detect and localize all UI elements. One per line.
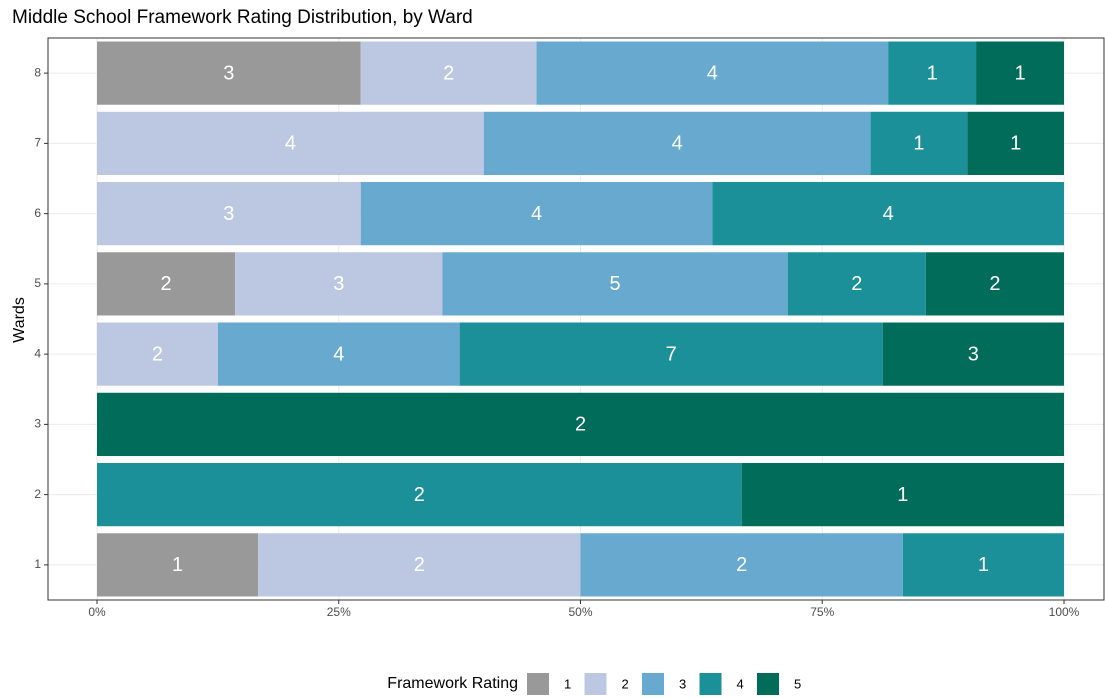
x-tick-label: 50%: [568, 605, 592, 619]
bar-segment: [360, 182, 713, 246]
legend-key: [699, 673, 722, 695]
bar-segment: [483, 111, 871, 175]
bar-label: 3: [333, 273, 344, 295]
bar-segment: [97, 533, 259, 597]
bar-segment: [870, 111, 968, 175]
legend-label: 4: [737, 676, 744, 691]
bar-label: 4: [707, 62, 718, 84]
bar-label: 7: [666, 343, 677, 365]
bar-segment: [97, 111, 484, 175]
bar-label: 1: [1010, 133, 1021, 155]
legend-key: [527, 673, 549, 695]
y-tick-label: 4: [34, 346, 41, 360]
bar-segment: [97, 392, 1064, 456]
bar-label: 1: [978, 554, 989, 576]
bar-segment: [967, 111, 1064, 175]
bar-label: 1: [172, 554, 183, 576]
bar-segment: [97, 41, 361, 105]
legend-label: 1: [564, 676, 571, 691]
bar-label: 2: [851, 273, 862, 295]
x-tick-label: 0%: [88, 605, 106, 619]
bar-label: 4: [285, 133, 296, 155]
y-tick-label: 8: [34, 65, 41, 79]
bar-segment: [925, 252, 1064, 316]
bar-label: 1: [913, 133, 924, 155]
bar-segment: [97, 182, 361, 246]
bar-segment: [442, 252, 788, 316]
bar-segment: [888, 41, 977, 105]
x-tick-label: 75%: [810, 605, 834, 619]
y-tick-label: 5: [34, 276, 41, 290]
bar-segment: [97, 252, 236, 316]
bar-segment: [97, 463, 742, 527]
legend-label: 2: [622, 676, 629, 691]
bar-label: 2: [161, 273, 172, 295]
bar-label: 2: [152, 343, 163, 365]
x-tick-label: 25%: [327, 605, 351, 619]
y-tick-label: 6: [34, 206, 41, 220]
y-axis-label: Wards: [11, 297, 28, 343]
legend-key: [584, 673, 607, 695]
bar-segment: [235, 252, 443, 316]
y-tick-label: 1: [34, 557, 41, 571]
legend-label: 5: [794, 676, 801, 691]
bar-segment: [217, 322, 460, 386]
bar-label: 3: [223, 203, 234, 225]
legend-title: Framework Rating: [387, 675, 518, 692]
bar-label: 4: [531, 203, 542, 225]
bar-label: 4: [883, 203, 894, 225]
bar-segment: [712, 182, 1064, 246]
bar-label: 2: [414, 484, 425, 506]
bar-segment: [787, 252, 926, 316]
bar-label: 2: [575, 414, 586, 436]
panel-border: [47, 37, 1105, 601]
bar-label: 2: [989, 273, 1000, 295]
bar-label: 1: [927, 62, 938, 84]
bar-label: 4: [333, 343, 344, 365]
y-tick-label: 2: [34, 487, 41, 501]
bar-segment: [580, 533, 903, 597]
bar-label: 2: [414, 554, 425, 576]
bar-segment: [976, 41, 1064, 105]
bar-segment: [741, 463, 1064, 527]
bar-segment: [258, 533, 581, 597]
bar-label: 1: [1014, 62, 1025, 84]
legend-key: [757, 673, 779, 695]
y-tick-label: 3: [34, 417, 41, 431]
x-tick-label: 100%: [1049, 605, 1080, 619]
bar-segment: [536, 41, 889, 105]
y-tick-label: 7: [34, 136, 41, 150]
legend-key: [642, 673, 664, 695]
bar-label: 2: [736, 554, 747, 576]
bar-segment: [459, 322, 883, 386]
bar-label: 4: [672, 133, 683, 155]
bar-segment: [882, 322, 1064, 386]
chart-title: Middle School Framework Rating Distribut…: [12, 7, 473, 28]
bar-segment: [97, 322, 218, 386]
bar-segment: [902, 533, 1064, 597]
bar-label: 3: [968, 343, 979, 365]
legend-label: 3: [679, 676, 686, 691]
bar-segment: [360, 41, 537, 105]
bar-label: 3: [223, 62, 234, 84]
bar-label: 1: [897, 484, 908, 506]
bar-label: 2: [443, 62, 454, 84]
bar-label: 5: [609, 273, 620, 295]
